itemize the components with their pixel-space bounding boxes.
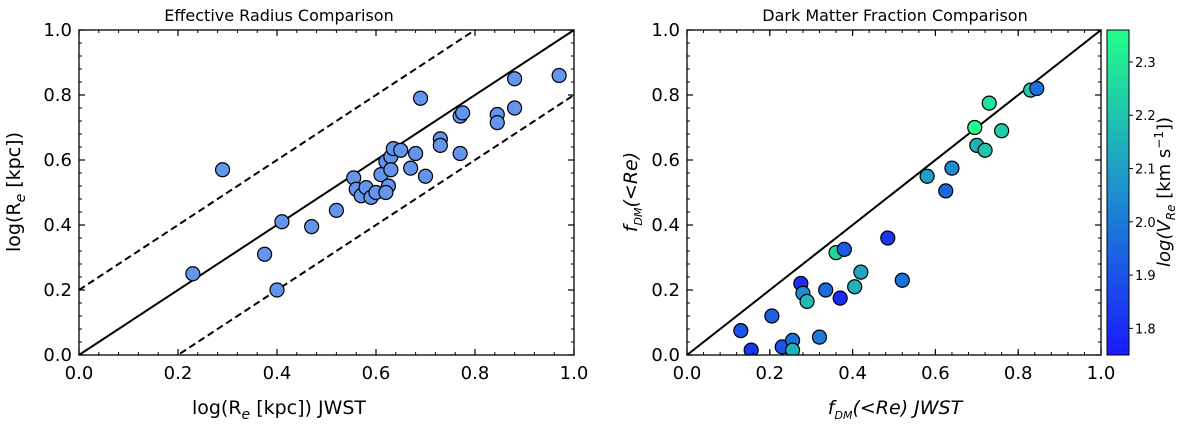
plot-frame: [686, 29, 1102, 356]
colorbar-gradient: [1106, 29, 1130, 356]
data-point: [393, 142, 409, 158]
data-point: [455, 105, 471, 121]
right-chart-title: Dark Matter Fraction Comparison: [762, 6, 1027, 25]
data-point: [977, 142, 993, 158]
data-point: [378, 184, 394, 201]
left-panel-radius-comparison: Effective Radius Comparison 0.0 0.2 0.4 0.6…: [3, 6, 589, 423]
data-point: [274, 214, 290, 230]
data-point: [328, 202, 344, 218]
data-point: [214, 162, 231, 178]
x-tick-label: 0.0: [65, 363, 94, 384]
y-tick-label: 0.2: [651, 280, 680, 301]
data-point: [452, 145, 468, 162]
data-point: [383, 162, 399, 178]
left-plot-area: 0.0 0.2 0.4 0.6 0.8 1.0 0.0 0.2 0.4 0.6 0.8 1.0: [43, 20, 589, 384]
colorbar-label: log(VRe [km s−1]): [1152, 117, 1178, 267]
y-tick-label: 0.6: [43, 150, 72, 171]
y-tick-label: 0.8: [43, 85, 72, 106]
y-tick-label: 0.6: [651, 150, 680, 171]
colorbar-tick-label: 2.2: [1135, 109, 1156, 124]
data-point: [489, 115, 505, 131]
data-point: [403, 160, 419, 176]
x-tick-label: 0.2: [755, 363, 784, 384]
data-point: [894, 272, 910, 288]
x-tick-label: 0.2: [164, 363, 193, 384]
colorbar-tick-label: 2.1: [1135, 163, 1156, 178]
right-y-axis-label: fDM(<Re): [620, 152, 645, 232]
data-point: [994, 123, 1010, 139]
data-point: [938, 183, 954, 199]
data-point: [919, 168, 935, 184]
data-point: [784, 342, 801, 355]
data-point: [836, 241, 852, 257]
data-point: [412, 90, 429, 106]
data-point: [304, 219, 320, 235]
data-point: [832, 290, 848, 306]
data-point: [981, 95, 997, 111]
data-point: [880, 230, 896, 246]
data-point: [417, 168, 434, 184]
x-tick-label: 0.4: [838, 363, 867, 384]
right-plot-area: 0.0 0.2 0.4 0.6 0.8 1.0 0.0 0.2 0.4 0.6 0.8 1.0: [651, 20, 1115, 384]
data-point: [185, 266, 201, 282]
x-tick-label: 0.8: [461, 363, 490, 384]
dashed-reference-line: [79, 30, 477, 291]
left-chart-title: Effective Radius Comparison: [164, 6, 393, 25]
data-point: [257, 246, 273, 262]
x-tick-label: 0.6: [362, 363, 391, 384]
data-point: [847, 279, 863, 295]
data-point: [818, 282, 834, 298]
x-tick-label: 0.6: [921, 363, 950, 384]
right-panel-dm-fraction-comparison: Dark Matter Fraction Comparison 0.0 0.2 0.…: [620, 6, 1178, 422]
colorbar-tick-label: 1.8: [1135, 322, 1156, 337]
data-point: [1029, 80, 1045, 97]
colorbar-tick-label: 2.3: [1135, 56, 1156, 71]
data-point: [506, 100, 523, 116]
left-x-axis-label: log(Re [kpc]) JWST: [192, 397, 366, 423]
data-point: [811, 329, 828, 345]
data-point: [743, 342, 759, 355]
left-y-axis-label: log(Re [kpc]): [3, 132, 29, 252]
colorbar: 1.8 1.9 2.0 2.1 2.2 2.3: [1106, 29, 1156, 356]
y-tick-label: 0.0: [43, 345, 72, 366]
data-point: [733, 323, 749, 339]
y-tick-label: 0.0: [651, 345, 680, 366]
y-tick-label: 1.0: [43, 20, 72, 41]
plot-content: [687, 30, 1101, 355]
y-tick-label: 0.4: [651, 215, 680, 236]
data-point: [764, 308, 780, 324]
data-point: [944, 160, 960, 176]
x-tick-label: 0.8: [1004, 363, 1033, 384]
data-point: [408, 145, 424, 162]
y-tick-label: 0.4: [43, 215, 72, 236]
x-tick-label: 1.0: [1087, 363, 1116, 384]
x-tick-label: 1.0: [560, 363, 589, 384]
x-tick-label: 0.0: [673, 363, 702, 384]
colorbar-tick-label: 1.9: [1135, 269, 1156, 284]
data-point: [799, 293, 815, 309]
data-point: [269, 282, 285, 298]
data-point: [551, 67, 567, 84]
one-to-one-line: [79, 30, 574, 355]
y-tick-label: 1.0: [651, 20, 680, 41]
dashed-reference-line: [176, 94, 574, 355]
one-to-one-line: [687, 30, 1101, 355]
data-point: [967, 119, 983, 136]
x-tick-label: 0.4: [263, 363, 292, 384]
data-point: [432, 137, 448, 153]
y-tick-label: 0.8: [651, 85, 680, 106]
colorbar-tick-label: 2.0: [1135, 216, 1156, 231]
y-tick-label: 0.2: [43, 280, 72, 301]
data-point: [853, 264, 869, 280]
plot-frame: [78, 29, 575, 356]
right-x-axis-label: fDM(<Re) JWST: [828, 397, 964, 422]
plot-content: [79, 30, 574, 355]
data-point: [506, 71, 523, 87]
